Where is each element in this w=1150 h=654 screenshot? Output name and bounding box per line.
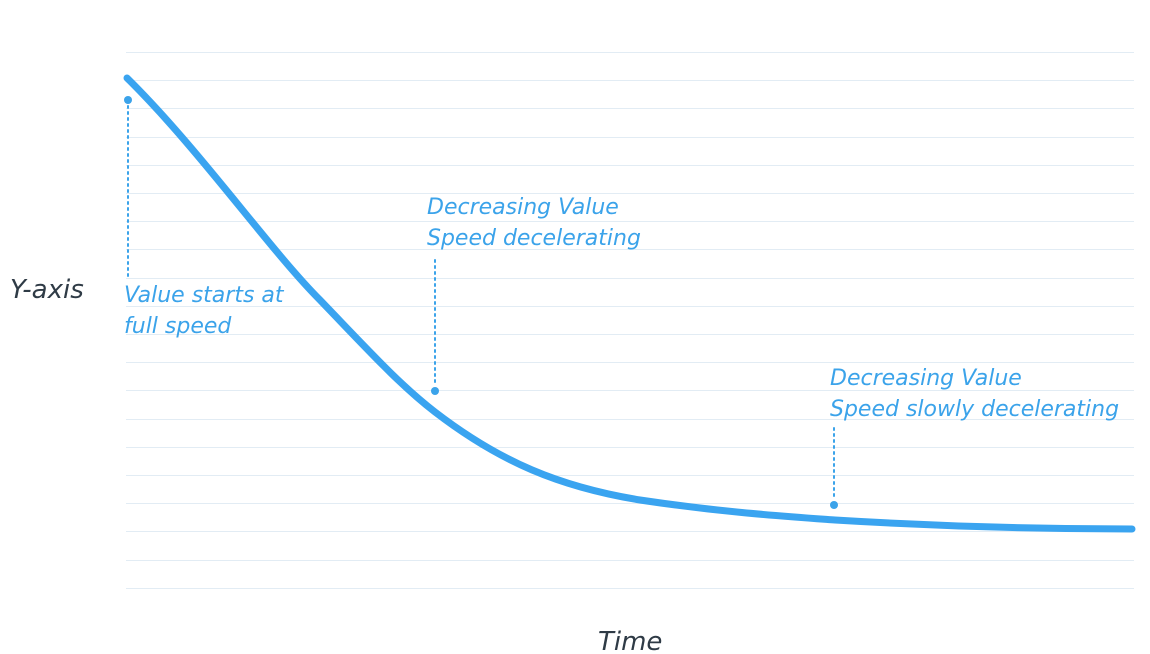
annotation-decelerating-line2: Speed decelerating [427, 226, 641, 251]
gridlines [126, 52, 1134, 589]
x-axis-label: Time [598, 627, 662, 654]
marker-dot-full-speed [124, 96, 132, 104]
annotation-slowly-decelerating: Decreasing Value Speed slowly decelerati… [830, 366, 1119, 509]
y-axis-label: Y-axis [10, 275, 84, 305]
annotation-decelerating-line1: Decreasing Value [427, 195, 619, 220]
marker-dot-decelerating [431, 387, 439, 395]
annotation-full-speed-line1: Value starts at [124, 283, 285, 308]
annotation-full-speed-line2: full speed [124, 314, 232, 339]
annotation-slowly-decelerating-line2: Speed slowly decelerating [830, 397, 1119, 422]
marker-dot-slowly-decelerating [830, 501, 838, 509]
decay-curve [123, 74, 1136, 533]
annotation-full-speed: Value starts at full speed [124, 96, 285, 339]
annotation-decelerating: Decreasing Value Speed decelerating [427, 195, 641, 395]
annotation-slowly-decelerating-line1: Decreasing Value [830, 366, 1022, 391]
